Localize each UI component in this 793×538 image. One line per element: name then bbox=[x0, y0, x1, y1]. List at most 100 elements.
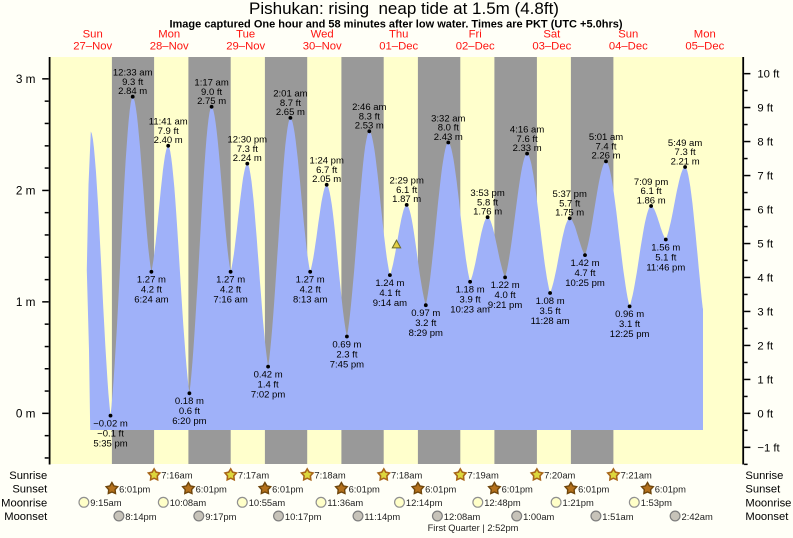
svg-text:Sat: Sat bbox=[543, 29, 561, 41]
svg-text:9:17pm: 9:17pm bbox=[205, 511, 236, 522]
svg-text:3:32 am: 3:32 am bbox=[431, 113, 465, 124]
svg-text:8.7 ft: 8.7 ft bbox=[280, 98, 301, 109]
svg-text:3.9 ft: 3.9 ft bbox=[460, 295, 481, 306]
svg-text:3.2 ft: 3.2 ft bbox=[415, 318, 436, 329]
svg-text:10:23 am: 10:23 am bbox=[450, 305, 490, 316]
svg-text:1.27 m: 1.27 m bbox=[296, 275, 325, 286]
svg-text:6:01pm: 6:01pm bbox=[425, 483, 456, 494]
svg-text:3.1 ft: 3.1 ft bbox=[619, 319, 640, 330]
svg-text:4.2 ft: 4.2 ft bbox=[141, 285, 162, 296]
svg-text:1.86 m: 1.86 m bbox=[637, 195, 666, 206]
svg-text:5.1 ft: 5.1 ft bbox=[655, 252, 676, 263]
svg-text:6:01pm: 6:01pm bbox=[272, 483, 303, 494]
svg-text:1 ft: 1 ft bbox=[757, 374, 774, 386]
svg-text:5:49 am: 5:49 am bbox=[668, 138, 702, 149]
svg-text:7.4 ft: 7.4 ft bbox=[595, 142, 616, 153]
svg-text:11:28 am: 11:28 am bbox=[531, 316, 570, 327]
svg-text:8 ft: 8 ft bbox=[757, 137, 774, 149]
svg-text:4.1 ft: 4.1 ft bbox=[379, 288, 400, 299]
svg-text:Pishukan: rising neap tide at: Pishukan: rising neap tide at 1.5m (4.8f… bbox=[249, 0, 559, 18]
svg-text:4.2 ft: 4.2 ft bbox=[220, 285, 241, 296]
svg-text:2.3 ft: 2.3 ft bbox=[336, 349, 357, 360]
svg-text:1.08 m: 1.08 m bbox=[536, 296, 565, 307]
svg-text:2.75 m: 2.75 m bbox=[197, 96, 226, 107]
svg-text:11:36am: 11:36am bbox=[327, 497, 363, 508]
svg-text:Sun: Sun bbox=[618, 29, 638, 41]
svg-text:1.56 m: 1.56 m bbox=[651, 242, 680, 253]
svg-text:1.76 m: 1.76 m bbox=[473, 207, 502, 218]
svg-text:2.53 m: 2.53 m bbox=[355, 121, 384, 132]
svg-text:2.43 m: 2.43 m bbox=[434, 132, 463, 143]
svg-text:6:24 am: 6:24 am bbox=[134, 295, 168, 306]
svg-text:6:01pm: 6:01pm bbox=[196, 483, 227, 494]
svg-text:4:16 am: 4:16 am bbox=[510, 124, 544, 135]
svg-text:2:42am: 2:42am bbox=[682, 511, 713, 522]
svg-text:2.26 m: 2.26 m bbox=[591, 151, 620, 162]
svg-text:7:45 pm: 7:45 pm bbox=[330, 359, 364, 370]
svg-text:02–Dec: 02–Dec bbox=[456, 41, 495, 53]
svg-text:−0.1 ft: −0.1 ft bbox=[97, 428, 124, 439]
svg-text:0.18 m: 0.18 m bbox=[175, 396, 204, 407]
svg-text:2.40 m: 2.40 m bbox=[154, 135, 183, 146]
svg-text:Mon: Mon bbox=[694, 29, 716, 41]
svg-text:8.0 ft: 8.0 ft bbox=[438, 123, 459, 134]
svg-text:0 ft: 0 ft bbox=[757, 408, 774, 420]
svg-text:12:14pm: 12:14pm bbox=[406, 497, 443, 508]
svg-text:29–Nov: 29–Nov bbox=[226, 41, 265, 53]
svg-text:Moonrise: Moonrise bbox=[745, 497, 791, 509]
svg-text:27–Nov: 27–Nov bbox=[73, 41, 112, 53]
svg-text:2 ft: 2 ft bbox=[757, 340, 774, 352]
svg-text:2.05 m: 2.05 m bbox=[312, 174, 341, 185]
svg-text:−1 ft: −1 ft bbox=[757, 442, 780, 454]
svg-text:1.4 ft: 1.4 ft bbox=[258, 379, 279, 390]
svg-text:Sunrise: Sunrise bbox=[9, 470, 47, 482]
svg-text:12:48pm: 12:48pm bbox=[484, 497, 521, 508]
svg-text:2:46 am: 2:46 am bbox=[352, 102, 386, 113]
svg-text:6.7 ft: 6.7 ft bbox=[316, 165, 337, 176]
svg-text:7:18am: 7:18am bbox=[391, 470, 422, 481]
svg-text:05–Dec: 05–Dec bbox=[685, 41, 724, 53]
svg-text:9:21 pm: 9:21 pm bbox=[488, 300, 522, 311]
svg-text:9:15am: 9:15am bbox=[90, 497, 121, 508]
svg-text:Sun: Sun bbox=[83, 29, 103, 41]
svg-text:0.6 ft: 0.6 ft bbox=[179, 406, 200, 417]
svg-text:1 m: 1 m bbox=[16, 295, 36, 309]
svg-text:4.0 ft: 4.0 ft bbox=[495, 290, 516, 301]
svg-text:10:55am: 10:55am bbox=[249, 497, 286, 508]
svg-text:11:14pm: 11:14pm bbox=[364, 511, 400, 522]
svg-text:1.87 m: 1.87 m bbox=[392, 194, 421, 205]
svg-text:1:53pm: 1:53pm bbox=[641, 497, 672, 508]
svg-text:Moonset: Moonset bbox=[745, 511, 789, 523]
svg-text:1.18 m: 1.18 m bbox=[456, 285, 485, 296]
svg-text:3 ft: 3 ft bbox=[757, 307, 774, 319]
svg-text:7:16 am: 7:16 am bbox=[213, 295, 247, 306]
svg-text:7:20am: 7:20am bbox=[544, 470, 575, 481]
svg-text:−0.02 m: −0.02 m bbox=[93, 418, 128, 429]
svg-text:10 ft: 10 ft bbox=[757, 69, 780, 81]
svg-text:12:30 pm: 12:30 pm bbox=[227, 134, 267, 145]
svg-text:4 ft: 4 ft bbox=[757, 273, 774, 285]
svg-text:12:33 am: 12:33 am bbox=[113, 68, 153, 79]
svg-text:Sunrise: Sunrise bbox=[745, 470, 783, 482]
svg-text:7.6 ft: 7.6 ft bbox=[517, 134, 538, 145]
svg-text:1.75 m: 1.75 m bbox=[555, 208, 584, 219]
svg-text:01–Dec: 01–Dec bbox=[379, 41, 418, 53]
svg-text:6:20 pm: 6:20 pm bbox=[172, 416, 206, 427]
svg-text:1:51am: 1:51am bbox=[602, 511, 633, 522]
svg-text:1:17 am: 1:17 am bbox=[194, 78, 228, 89]
svg-text:Wed: Wed bbox=[311, 29, 334, 41]
svg-text:11:46 pm: 11:46 pm bbox=[646, 262, 685, 273]
svg-text:6 ft: 6 ft bbox=[757, 205, 774, 217]
svg-text:1:00am: 1:00am bbox=[523, 511, 554, 522]
svg-text:7:21am: 7:21am bbox=[621, 470, 652, 481]
svg-text:1:21pm: 1:21pm bbox=[563, 497, 594, 508]
svg-text:8:29 pm: 8:29 pm bbox=[409, 328, 443, 339]
svg-text:7 ft: 7 ft bbox=[757, 171, 774, 183]
svg-text:7:17am: 7:17am bbox=[238, 470, 269, 481]
svg-text:9 ft: 9 ft bbox=[757, 103, 774, 115]
svg-text:2:29 pm: 2:29 pm bbox=[390, 176, 424, 187]
svg-text:7.3 ft: 7.3 ft bbox=[675, 147, 696, 158]
svg-text:0.96 m: 0.96 m bbox=[615, 309, 644, 320]
svg-text:10:17pm: 10:17pm bbox=[285, 511, 322, 522]
svg-text:5.8 ft: 5.8 ft bbox=[477, 197, 498, 208]
